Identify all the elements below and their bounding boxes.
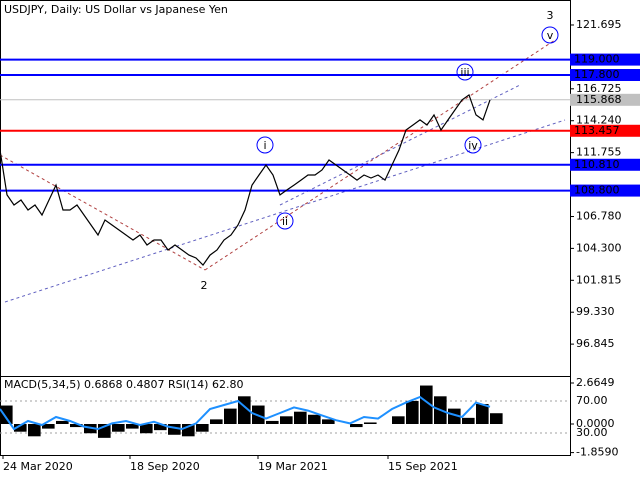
x-tick-label: 18 Sep 2020 <box>130 460 200 473</box>
y-tick-label: 116.725 <box>576 82 622 95</box>
level-box <box>570 124 640 137</box>
macd-bar <box>462 417 475 424</box>
wave-circle <box>464 136 482 154</box>
y-tick-label: 111.755 <box>576 146 622 159</box>
wave-circle <box>256 136 274 154</box>
macd-bar <box>392 416 405 424</box>
wave-label: 3 <box>547 9 554 22</box>
y-tick-label: 106.780 <box>576 210 622 223</box>
macd-bar <box>210 419 223 424</box>
macd-bar <box>0 405 13 424</box>
level-box <box>570 69 640 81</box>
wave-label: ii <box>282 215 288 228</box>
wave-label: 2 <box>201 279 208 292</box>
y2-tick-label: 30.00 <box>576 426 608 439</box>
y-tick-label: 121.695 <box>576 18 622 31</box>
level-label: 110.810 <box>574 158 620 171</box>
plot-frame <box>0 0 571 456</box>
macd-bar <box>126 424 139 429</box>
macd-bar <box>476 404 489 424</box>
macd-bar <box>28 424 41 437</box>
macd-bar <box>14 424 27 432</box>
level-box <box>570 53 640 66</box>
macd-bar <box>168 424 181 435</box>
macd-bar <box>406 400 419 424</box>
macd-bar <box>350 424 363 428</box>
macd-bar <box>266 420 279 424</box>
current-price-box <box>570 93 640 106</box>
y-tick-label: 99.330 <box>576 305 615 318</box>
macd-bar <box>280 416 293 424</box>
wave-circle <box>276 212 294 230</box>
y-tick-label: 96.845 <box>576 337 615 350</box>
level-label: 108.800 <box>574 184 620 197</box>
macd-bar <box>196 424 209 432</box>
wave-circle <box>541 26 559 44</box>
level-box <box>570 184 640 197</box>
x-tick-label: 15 Sep 2021 <box>388 460 458 473</box>
wave-label: i <box>263 139 266 152</box>
macd-bar <box>490 413 503 424</box>
trend-line <box>204 39 556 271</box>
wave-label: v <box>547 29 554 42</box>
wave-label: iv <box>468 139 478 152</box>
macd-bar <box>140 424 153 434</box>
y2-tick-label: 70.00 <box>576 394 608 407</box>
y-tick-label: -1.8590 <box>576 446 618 459</box>
macd-bar <box>448 408 461 424</box>
macd-bar <box>420 385 433 424</box>
macd-bar <box>154 424 167 431</box>
y-tick-label: 101.815 <box>576 273 622 286</box>
level-label: 119.000 <box>574 53 620 66</box>
trend-line <box>4 119 566 303</box>
macd-bar <box>322 419 335 424</box>
macd-bar <box>308 414 321 424</box>
macd-bar <box>56 420 69 424</box>
macd-bar <box>294 411 307 424</box>
wave-label: iii <box>460 66 469 79</box>
wave-circle <box>456 63 474 81</box>
current-price-label: 115.868 <box>576 93 622 106</box>
chart-title: USDJPY, Daily: US Dollar vs Japanese Yen <box>4 3 228 16</box>
macd-bar <box>364 422 377 424</box>
y-tick-label: 0.0000 <box>576 417 615 430</box>
level-box <box>570 158 640 171</box>
y-tick-label: 2.6649 <box>576 376 615 389</box>
macd-bar <box>42 424 55 429</box>
macd-bar <box>70 424 83 428</box>
price-line <box>0 93 491 267</box>
x-tick-label: 24 Mar 2020 <box>3 460 73 473</box>
rsi-line <box>0 395 491 431</box>
x-tick-label: 19 Mar 2021 <box>258 460 328 473</box>
y-tick-label: 104.300 <box>576 241 622 254</box>
level-label: 117.800 <box>574 68 620 81</box>
trend-line <box>279 84 521 206</box>
macd-bar <box>112 424 125 432</box>
macd-bar <box>224 408 237 424</box>
indicator-title: MACD(5,34,5) 0.6868 0.4807 RSI(14) 62.80 <box>4 378 243 391</box>
y-tick-label: 114.240 <box>576 114 622 127</box>
level-label: 113.457 <box>574 124 620 137</box>
